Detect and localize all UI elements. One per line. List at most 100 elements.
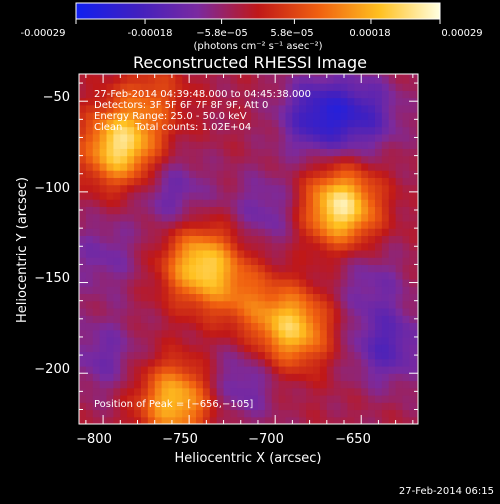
- heatmap-cell: [168, 235, 176, 244]
- heatmap-cell: [381, 329, 390, 338]
- heatmap-cell: [85, 213, 94, 222]
- heatmap-cell: [333, 191, 342, 200]
- heatmap-cell: [278, 365, 287, 374]
- heatmap-cell: [388, 380, 397, 389]
- heatmap-cell: [127, 97, 135, 106]
- heatmap-cell: [306, 307, 314, 316]
- heatmap-cell: [361, 133, 369, 142]
- heatmap-cell: [223, 242, 232, 251]
- heatmap-cell: [244, 358, 252, 367]
- heatmap-cell: [154, 155, 163, 164]
- heatmap-cell: [416, 155, 418, 164]
- heatmap-cell: [347, 286, 355, 295]
- heatmap-cell: [175, 177, 183, 186]
- heatmap-cell: [347, 206, 355, 215]
- heatmap-cell: [271, 286, 280, 295]
- heatmap-cell: [216, 177, 225, 186]
- heatmap-cell: [306, 380, 314, 389]
- heatmap-cell: [381, 213, 390, 222]
- heatmap-cell: [196, 278, 204, 287]
- heatmap-cell: [175, 199, 183, 207]
- heatmap-cell: [326, 83, 335, 91]
- heatmap-cell: [182, 293, 190, 302]
- heatmap-cell: [216, 155, 225, 164]
- heatmap-cell: [278, 278, 287, 287]
- heatmap-cell: [374, 300, 383, 309]
- heatmap-cell: [182, 199, 190, 207]
- heatmap-cell: [140, 162, 149, 171]
- heatmap-cell: [257, 206, 266, 215]
- heatmap-cell: [134, 228, 142, 236]
- heatmap-cell: [230, 184, 238, 193]
- heatmap-cell: [285, 133, 293, 142]
- heatmap-cell: [182, 235, 190, 244]
- heatmap-cell: [299, 344, 307, 353]
- heatmap-cell: [257, 170, 266, 178]
- heatmap-cell: [79, 249, 87, 258]
- heatmap-cell: [127, 249, 135, 258]
- heatmap-cell: [127, 199, 135, 207]
- heatmap-cell: [79, 336, 87, 345]
- heatmap-cell: [202, 75, 211, 84]
- heatmap-cell: [154, 235, 163, 244]
- heatmap-cell: [99, 206, 108, 215]
- heatmap-cell: [230, 170, 238, 178]
- heatmap-cell: [106, 249, 115, 258]
- heatmap-cell: [223, 162, 232, 171]
- heatmap-cell: [120, 278, 128, 287]
- heatmap-cell: [175, 155, 183, 164]
- heatmap-cell: [168, 133, 176, 142]
- heatmap-cell: [251, 75, 259, 84]
- heatmap-cell: [333, 162, 342, 171]
- heatmap-cell: [189, 300, 197, 309]
- heatmap-cell: [237, 293, 245, 302]
- heatmap-cell: [230, 213, 238, 222]
- heatmap-cell: [278, 242, 287, 251]
- heatmap-cell: [278, 213, 287, 222]
- heatmap-cell: [278, 141, 287, 149]
- heatmap-cell: [85, 119, 94, 128]
- heatmap-cell: [196, 373, 204, 382]
- heatmap-cell: [147, 191, 156, 200]
- heatmap-cell: [168, 336, 176, 345]
- heatmap-cell: [189, 336, 197, 345]
- heatmap-cell: [257, 351, 266, 360]
- heatmap-cell: [257, 74, 266, 77]
- heatmap-cell: [257, 394, 266, 403]
- heatmap-cell: [127, 336, 135, 345]
- heatmap-cell: [271, 206, 280, 215]
- heatmap-cell: [216, 300, 225, 309]
- heatmap-cell: [223, 155, 232, 164]
- heatmap-cell: [409, 133, 417, 142]
- heatmap-cell: [306, 177, 314, 186]
- heatmap-cell: [140, 416, 149, 424]
- heatmap-cell: [292, 373, 300, 382]
- heatmap-cell: [120, 373, 128, 382]
- heatmap-cell: [147, 344, 156, 353]
- heatmap-cell: [189, 257, 197, 266]
- heatmap-cell: [264, 336, 273, 345]
- heatmap-cell: [230, 90, 238, 99]
- heatmap-cell: [161, 213, 170, 222]
- heatmap-cell: [120, 394, 128, 403]
- heatmap-cell: [319, 220, 328, 229]
- heatmap-cell: [313, 206, 321, 215]
- heatmap-cell: [354, 344, 362, 353]
- heatmap-cell: [237, 177, 245, 186]
- heatmap-cell: [189, 344, 197, 353]
- heatmap-cell: [196, 90, 204, 99]
- peak-position-label: Position of Peak = [−656,−105]: [94, 399, 253, 410]
- heatmap-cell: [368, 300, 376, 309]
- heatmap-cell: [216, 112, 225, 120]
- heatmap-cell: [182, 358, 190, 367]
- heatmap-cell: [299, 83, 307, 91]
- heatmap-cell: [257, 148, 266, 157]
- heatmap-cell: [230, 322, 238, 331]
- heatmap-cell: [209, 271, 218, 280]
- heatmap-cell: [209, 126, 218, 135]
- heatmap-cell: [257, 213, 266, 222]
- heatmap-cell: [196, 119, 204, 128]
- heatmap-cell: [209, 409, 218, 418]
- heatmap-cell: [161, 191, 170, 200]
- heatmap-cell: [395, 264, 404, 273]
